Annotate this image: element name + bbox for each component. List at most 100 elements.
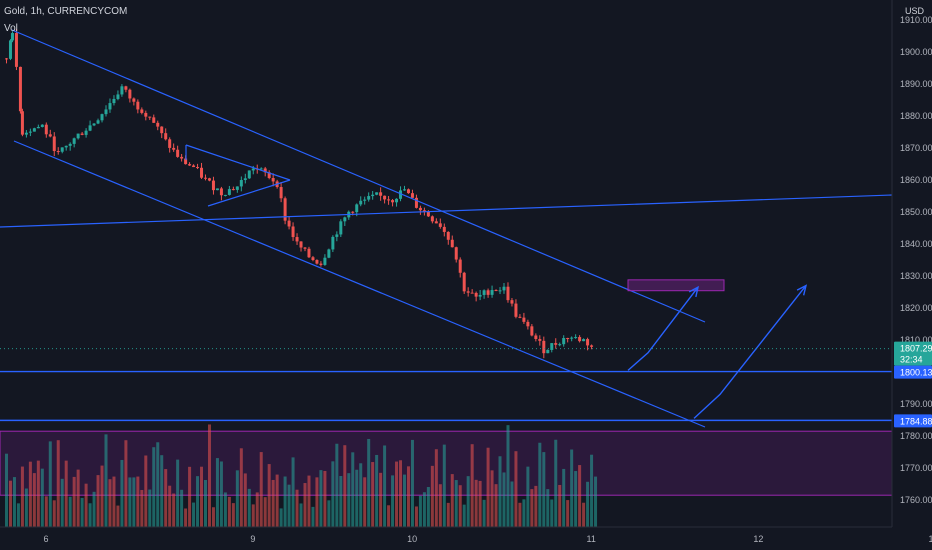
triangle-upper-line[interactable]	[185, 144, 291, 181]
volume-bar	[144, 455, 148, 527]
time-tick-label: 10	[407, 534, 417, 544]
candle-body	[128, 89, 132, 99]
target-box[interactable]	[627, 279, 725, 292]
volume-bar	[44, 496, 48, 527]
candle-body	[279, 187, 283, 199]
projection-arrow-2-head	[796, 284, 808, 296]
volume-bar	[446, 502, 450, 527]
volume-bar	[227, 496, 231, 527]
volume-bar	[291, 457, 295, 527]
candle-body	[176, 149, 180, 157]
volume-bar	[367, 438, 371, 527]
candle-body	[586, 339, 590, 346]
volume-bar	[331, 461, 335, 527]
candle-body	[200, 167, 204, 178]
candle-body	[291, 226, 295, 238]
candle-body	[327, 249, 331, 258]
channel-upper-line[interactable]	[11, 29, 706, 323]
candle-body	[295, 237, 299, 242]
symbol-title: Gold, 1h, CURRENCYCOM	[4, 6, 128, 17]
price-tick-label: 1880.00	[900, 111, 932, 121]
volume-bar	[486, 447, 490, 527]
level-badge-1785[interactable]	[894, 414, 932, 428]
candle-body	[542, 340, 546, 354]
candle-body	[184, 158, 188, 165]
volume-bar	[100, 465, 104, 527]
volume-bar	[299, 503, 303, 527]
volume-bar	[406, 466, 410, 527]
volume-bar	[375, 454, 379, 527]
candle-body	[363, 199, 367, 201]
candle-body	[319, 263, 323, 265]
candle-body	[227, 189, 231, 195]
volume-bar	[28, 461, 32, 527]
volume-bar	[60, 478, 64, 527]
candle-body	[510, 300, 514, 304]
level-badge-1800[interactable]	[894, 365, 932, 379]
candle-body	[418, 207, 422, 211]
volume-bar	[546, 489, 550, 527]
current-price-badge[interactable]	[894, 341, 932, 366]
volume-bar	[582, 502, 586, 527]
volume-bar	[140, 489, 144, 527]
candle-body	[518, 316, 522, 318]
price-tick-label: 1830.00	[900, 271, 932, 281]
volume-bar	[259, 452, 263, 527]
candle-body	[367, 196, 371, 200]
chart-header: Gold, 1h, CURRENCYCOM Vol	[4, 6, 127, 34]
candle-body	[20, 111, 24, 135]
volume-bar	[418, 495, 422, 527]
candle-body	[180, 156, 184, 159]
candle-body	[430, 216, 434, 222]
projection-arrow-1[interactable]	[627, 286, 699, 371]
level-badge-1785-text: 1784.88	[900, 416, 932, 426]
volume-bar	[287, 484, 291, 527]
projection-arrow-1-head	[688, 285, 700, 298]
volume-bar	[184, 508, 188, 527]
resistance-trendline[interactable]	[0, 194, 893, 228]
price-tick-label: 1890.00	[900, 79, 932, 89]
volume-bar	[562, 468, 566, 527]
volume-bar	[414, 506, 418, 527]
volume-bar	[383, 445, 387, 527]
demand-zone[interactable]	[0, 430, 893, 496]
volume-bar	[136, 476, 140, 527]
price-tick-label: 1810.00	[900, 335, 932, 345]
volume-bar	[72, 476, 76, 527]
candle-body	[64, 145, 68, 148]
candle-body	[172, 147, 176, 150]
volume-bar	[180, 489, 184, 527]
volume-bar	[450, 474, 454, 527]
volume-bar	[204, 479, 207, 527]
volume-bar	[482, 499, 486, 527]
price-tick-label: 1840.00	[900, 239, 932, 249]
channel-lower-line[interactable]	[13, 140, 706, 428]
volume-bar	[379, 472, 383, 527]
candle-body	[426, 211, 430, 217]
volume-bar	[215, 458, 219, 527]
triangle-lower-line[interactable]	[207, 179, 291, 207]
volume-bar	[426, 487, 430, 527]
currency-label[interactable]: USD	[904, 6, 924, 16]
candle-body	[351, 211, 355, 213]
candle-body	[24, 132, 28, 135]
volume-bar	[235, 470, 239, 527]
projection-arrow-2[interactable]	[693, 285, 807, 419]
candle-body	[204, 177, 207, 179]
price-axis[interactable]	[892, 0, 932, 550]
volume-bar	[192, 502, 196, 527]
candle-body	[550, 343, 554, 350]
volume-bar	[399, 460, 403, 527]
candle-body	[454, 247, 458, 260]
volume-bar	[578, 465, 582, 527]
candle-body	[259, 168, 263, 170]
candle-body	[538, 339, 542, 341]
candle-body	[399, 190, 403, 199]
candle-body	[307, 248, 311, 258]
candle-body	[283, 198, 287, 221]
volume-bar	[255, 492, 259, 527]
volume-bar	[538, 442, 542, 527]
volume-bar	[339, 475, 343, 527]
volume-bar	[5, 453, 8, 527]
